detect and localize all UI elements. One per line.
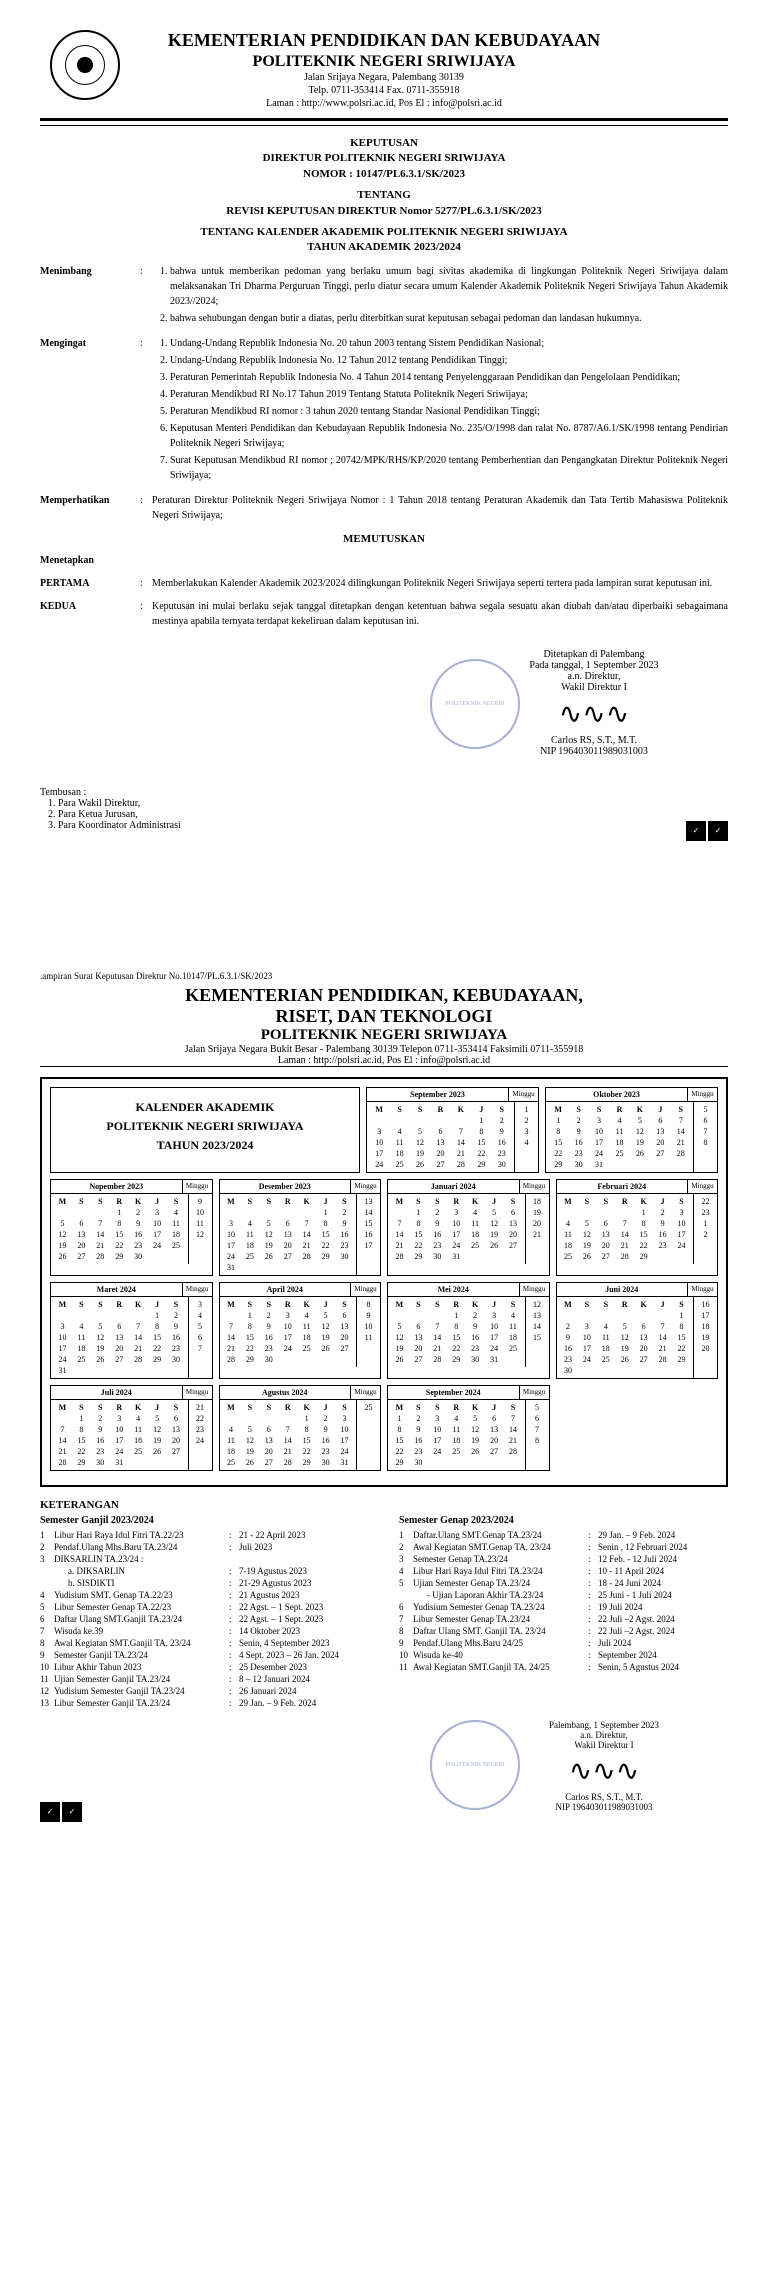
month-mar-2024: Maret 2024MingguMSSRKJS12345678910111213… <box>50 1282 213 1379</box>
address-line: Jalan Srijaya Negara, Palembang 30139 <box>40 71 728 84</box>
badge-icon: ✓ <box>708 821 728 841</box>
month-jan-2024: Januari 2024MingguMSSRKJS123456789101112… <box>387 1179 550 1276</box>
legend-section: KETERANGAN Semester Ganjil 2023/2024 1Li… <box>40 1499 728 1710</box>
ministry-name: KEMENTERIAN PENDIDIKAN DAN KEBUDAYAAN <box>40 30 728 51</box>
month-apr-2024: April 2024MingguMSSRKJS12345678910111213… <box>219 1282 382 1379</box>
month-jul-2024: Juli 2024MingguMSSRKJS123456789101112131… <box>50 1385 213 1471</box>
divider <box>40 125 728 126</box>
decree-page: KEMENTERIAN PENDIDIKAN DAN KEBUDAYAAN PO… <box>0 0 768 941</box>
month-dec-2023: Desember 2023MingguMSSRKJS12345678910111… <box>219 1179 382 1276</box>
odd-semester-legend: Semester Ganjil 2023/2024 1Libur Hari Ra… <box>40 1515 369 1710</box>
month-feb-2024: Februari 2024MingguMSSRKJS12345678910111… <box>556 1179 719 1276</box>
pertama-section: PERTAMA : Memberlakukan Kalender Akademi… <box>40 576 728 591</box>
month-sep-2023: September 2023MingguMSSRKJS1234567891011… <box>366 1087 539 1173</box>
letterhead: KEMENTERIAN PENDIDIKAN DAN KEBUDAYAAN PO… <box>40 30 728 110</box>
month-nov-2023: Nopember 2023MingguMSSRKJS12345678910111… <box>50 1179 213 1276</box>
month-may-2024: Mei 2024MingguMSSRKJS1234567891011121314… <box>387 1282 550 1379</box>
address-line: Telp. 0711-353414 Fax. 0711-355918 <box>40 84 728 97</box>
month-aug-2024: Agustus 2024MingguMSSRKJS123456789101112… <box>219 1385 382 1471</box>
calendar-container: KALENDER AKADEMIK POLITEKNIK NEGERI SRIW… <box>40 1077 728 1487</box>
tentang-heading: TENTANG REVISI KEPUTUSAN DIREKTUR Nomor … <box>40 188 728 219</box>
mengingat-section: Mengingat : Undang-Undang Republik Indon… <box>40 336 728 485</box>
divider <box>40 118 728 121</box>
subject-heading: TENTANG KALENDER AKADEMIK POLITEKNIK NEG… <box>40 225 728 256</box>
badge-icon: ✓ <box>62 1802 82 1822</box>
badge-icon: ✓ <box>40 1802 60 1822</box>
tembusan-section: Tembusan : Para Wakil Direktur,Para Ketu… <box>40 787 728 831</box>
menimbang-section: Menimbang : bahwa untuk memberikan pedom… <box>40 264 728 328</box>
menetapkan-section: Menetapkan <box>40 553 728 568</box>
badge-icon: ✓ <box>686 821 706 841</box>
decree-heading: KEPUTUSAN DIREKTUR POLITEKNIK NEGERI SRI… <box>40 136 728 182</box>
attachment-ref: .ampiran Surat Keputusan Direktur No.101… <box>40 971 728 981</box>
letterhead: KEMENTERIAN PENDIDIKAN, KEBUDAYAAN, RISE… <box>40 985 728 1066</box>
cert-badges: ✓ ✓ <box>686 821 728 841</box>
even-semester-legend: Semester Genap 2023/2024 1Daftar.Ulang S… <box>399 1515 728 1710</box>
signature-block: POLITEKNIK NEGERI Palembang, 1 September… <box>480 1720 728 1812</box>
institution-logo <box>50 30 120 100</box>
month-sep-2024: September 2024MingguMSSRKJS1234567891011… <box>387 1385 550 1471</box>
month-jun-2024: Juni 2024MingguMSSRKJS123456789101112131… <box>556 1282 719 1379</box>
month-oct-2023: Oktober 2023MingguMSSRKJS123456789101112… <box>545 1087 718 1173</box>
signature-block: POLITEKNIK NEGERI Ditetapkan di Palemban… <box>460 649 728 757</box>
calendar-page: .ampiran Surat Keputusan Direktur No.101… <box>0 941 768 1842</box>
address-line: Laman : http://www.polsri.ac.id, Pos El … <box>40 97 728 110</box>
stamp-icon: POLITEKNIK NEGERI <box>430 1720 520 1810</box>
calendar-title: KALENDER AKADEMIK POLITEKNIK NEGERI SRIW… <box>50 1087 360 1173</box>
cert-badges: ✓ ✓ <box>40 1802 82 1822</box>
kedua-section: KEDUA : Keputusan ini mulai berlaku seja… <box>40 599 728 629</box>
stamp-icon: POLITEKNIK NEGERI <box>430 659 520 749</box>
institution-name: POLITEKNIK NEGERI SRIWIJAYA <box>40 53 728 71</box>
memutuskan-label: MEMUTUSKAN <box>40 533 728 545</box>
memperhatikan-section: Memperhatikan : Peraturan Direktur Polit… <box>40 493 728 523</box>
